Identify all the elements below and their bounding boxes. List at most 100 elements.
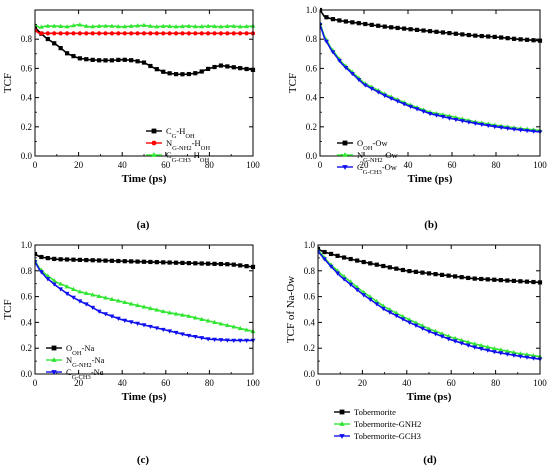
data-point [400,313,406,319]
data-point [193,31,198,36]
data-point [186,333,192,339]
data-point [466,120,472,125]
series-line [318,249,541,358]
data-point [192,315,198,320]
data-point [244,66,249,72]
data-point [380,303,386,308]
data-point [413,320,419,325]
data-point [486,34,491,39]
data-point [524,355,530,360]
data-point [440,30,446,35]
data-point [485,348,491,353]
data-point [186,31,191,36]
data-point [356,21,361,26]
legend-subscript: G-CH3 [72,374,91,381]
data-point [64,51,70,56]
data-point [478,342,484,348]
data-point [343,65,349,71]
data-point [115,316,121,321]
data-point [109,58,115,63]
data-point [479,33,484,39]
series-2 [35,28,256,36]
data-point [58,287,64,292]
legend-text-part: -Ow [383,150,399,160]
legend-text-part: C [166,126,172,136]
data-point [244,264,249,269]
data-point [135,302,141,308]
data-point [160,327,166,333]
data-point [420,323,425,328]
data-point [459,341,465,346]
data-point [472,341,478,346]
data-point [511,353,517,358]
data-point [407,269,412,274]
data-point [414,27,420,32]
data-point [129,31,134,36]
data-point [135,321,141,326]
data-point [218,261,224,267]
legend-label: CG-CH3-HOH [166,150,209,164]
data-point [167,23,173,28]
data-point [367,297,373,303]
data-point [129,259,134,264]
data-point [103,31,108,36]
data-point [115,24,121,29]
legend-subscript: OH [185,133,195,140]
y-tick-label: 0.8 [304,266,316,276]
data-point [336,58,342,64]
legend-label: OOH-Ow [357,138,389,152]
data-point [205,318,211,323]
data-point [84,31,89,36]
data-point [52,256,57,261]
legend-text-part: -Ow [373,138,389,148]
data-point [427,29,433,34]
data-point [58,23,64,28]
data-point [147,23,153,28]
y-tick-label: 1.0 [304,240,316,250]
legend-label: OOH-Na [66,343,95,357]
data-point [180,31,185,36]
data-point [361,293,367,298]
data-point [369,22,374,28]
data-point [408,104,414,110]
y-tick-label: 0.0 [21,151,33,161]
data-point [479,122,485,127]
x-tick-label: 0 [318,160,323,170]
panel-d: 0 20 40 60 80 100 0.0 0.2 0.4 0.6 0.8 1.0 Time (ps) T… [285,240,547,466]
data-point [231,262,236,267]
legend-text-part: -H [191,150,200,160]
series-3 [35,22,256,29]
data-point [342,255,347,260]
data-point [231,23,237,28]
data-point [192,24,198,29]
data-point [472,121,478,126]
data-point [472,345,478,350]
data-point [173,311,179,316]
data-point [367,294,373,299]
data-point [393,313,399,319]
data-point [348,282,354,287]
data-point [473,33,478,38]
legend-label: NG-NH2-Ow [357,150,399,164]
data-point [244,23,250,29]
y-tick-label: 0.8 [21,34,33,44]
data-point [524,128,530,134]
data-point [218,24,224,29]
legend-marker [151,152,157,157]
x-tick-label: 40 [118,160,128,170]
legend-subscript: G-NH2 [363,157,383,164]
data-point [374,262,379,267]
data-point [504,348,510,353]
data-point [205,337,211,342]
data-point [52,41,57,46]
data-point [96,293,102,298]
panel-a: 0 20 40 60 80 100 0.0 0.2 0.4 0.6 0.8 Time (ps) TCF (… [2,9,260,231]
data-point [154,326,160,331]
data-point [356,77,362,83]
data-point [505,278,510,283]
data-point [58,257,63,262]
data-point [51,278,57,283]
data-point [343,19,348,24]
data-point [212,319,217,325]
